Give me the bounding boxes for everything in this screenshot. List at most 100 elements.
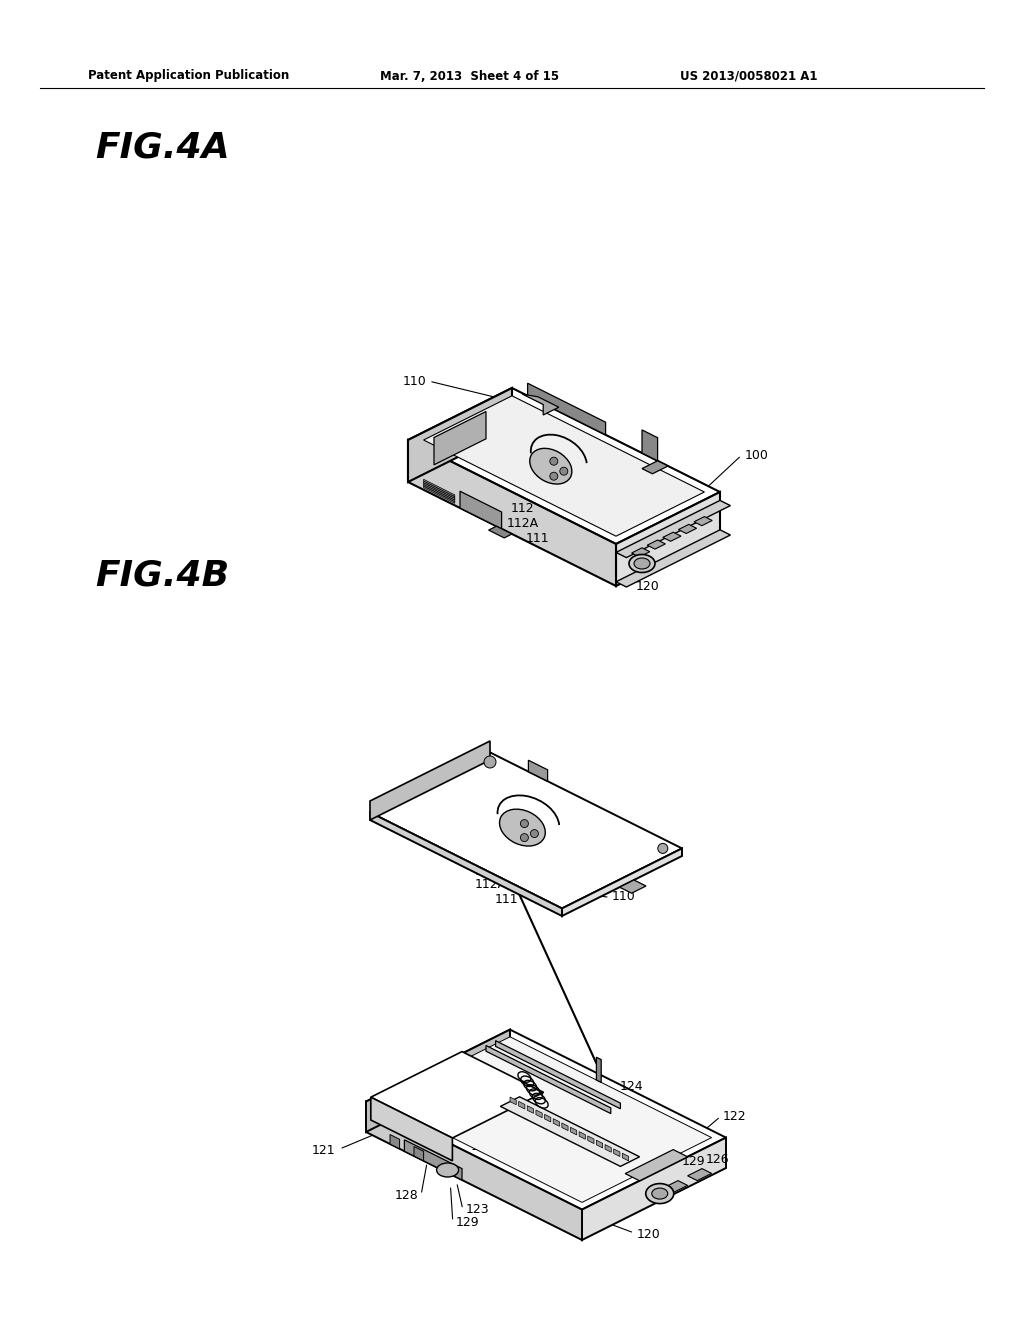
Polygon shape [694,516,713,525]
Polygon shape [678,524,696,533]
Circle shape [550,473,558,480]
Ellipse shape [529,449,571,484]
Text: FIG.4B: FIG.4B [95,558,229,591]
Polygon shape [370,812,562,916]
Polygon shape [527,1106,534,1113]
Polygon shape [553,1118,559,1126]
Text: Patent Application Publication: Patent Application Publication [88,70,289,82]
Text: FIG.4A: FIG.4A [95,131,229,165]
Ellipse shape [651,1188,668,1199]
Circle shape [560,467,567,475]
Text: 128: 128 [395,1188,419,1201]
Ellipse shape [634,558,650,569]
Polygon shape [632,548,650,557]
Text: 110: 110 [403,375,427,388]
Polygon shape [518,1101,525,1109]
Text: 111: 111 [525,532,549,545]
Text: 122: 122 [722,1110,746,1123]
Text: 120: 120 [635,579,659,593]
Text: b: b [587,459,595,473]
Text: 124: 124 [620,1081,643,1093]
Text: 100: 100 [744,449,768,462]
Polygon shape [424,479,455,496]
Text: 120: 120 [637,1229,660,1242]
Text: 110: 110 [612,891,636,903]
Polygon shape [626,1150,687,1181]
Polygon shape [596,1140,603,1148]
Polygon shape [522,395,559,414]
Polygon shape [424,486,455,503]
Polygon shape [616,529,730,587]
Ellipse shape [436,1163,459,1177]
Polygon shape [496,1040,621,1109]
Ellipse shape [629,554,655,573]
Polygon shape [588,1137,594,1143]
Text: 111: 111 [495,894,518,906]
Polygon shape [424,484,455,502]
Text: a: a [511,434,518,446]
Polygon shape [460,491,502,529]
Polygon shape [562,1123,568,1131]
Polygon shape [664,1180,687,1192]
Polygon shape [370,752,682,908]
Polygon shape [370,741,490,820]
Text: 129: 129 [682,1155,706,1168]
Polygon shape [408,388,512,482]
Text: 112: 112 [475,865,499,878]
Polygon shape [620,880,646,894]
Circle shape [520,834,528,842]
Text: 112: 112 [510,502,534,515]
Polygon shape [408,440,616,586]
Polygon shape [528,760,548,781]
Polygon shape [424,480,455,498]
Text: 129: 129 [456,1216,479,1229]
Polygon shape [580,1131,586,1139]
Polygon shape [424,396,705,536]
Circle shape [530,829,539,838]
Polygon shape [687,1168,712,1180]
Text: 123: 123 [465,1204,488,1216]
Ellipse shape [500,809,546,846]
Polygon shape [663,532,681,541]
Polygon shape [486,1045,610,1114]
Polygon shape [434,412,486,465]
Text: 112A: 112A [507,516,539,529]
Text: 112A: 112A [474,878,507,891]
Polygon shape [366,1030,510,1133]
Polygon shape [562,849,682,916]
Text: 127: 127 [463,1115,486,1127]
Polygon shape [424,483,455,500]
Polygon shape [605,1144,611,1152]
Polygon shape [613,1148,620,1156]
Circle shape [657,843,668,854]
Circle shape [520,820,528,828]
Circle shape [484,756,496,768]
Text: b: b [558,821,566,834]
Polygon shape [408,388,720,544]
Text: US 2013/0058021 A1: US 2013/0058021 A1 [680,70,817,82]
Circle shape [550,457,558,465]
Polygon shape [616,500,730,557]
Text: a: a [478,797,486,810]
Ellipse shape [646,1184,674,1204]
Polygon shape [647,540,666,549]
Polygon shape [642,461,668,474]
Polygon shape [616,492,720,586]
Polygon shape [371,1097,453,1160]
Polygon shape [510,1097,516,1105]
Polygon shape [371,1052,544,1138]
Polygon shape [623,1154,629,1160]
Polygon shape [570,1127,577,1135]
Polygon shape [527,383,605,434]
Polygon shape [501,1097,640,1167]
Polygon shape [414,1147,424,1160]
Text: 126: 126 [706,1152,729,1166]
Text: 121: 121 [311,1143,335,1156]
Polygon shape [545,1114,551,1122]
Text: 125: 125 [470,1140,494,1154]
Polygon shape [366,1102,582,1239]
Polygon shape [366,1030,726,1209]
Polygon shape [642,430,657,461]
Polygon shape [404,1139,462,1180]
Polygon shape [596,1057,601,1082]
